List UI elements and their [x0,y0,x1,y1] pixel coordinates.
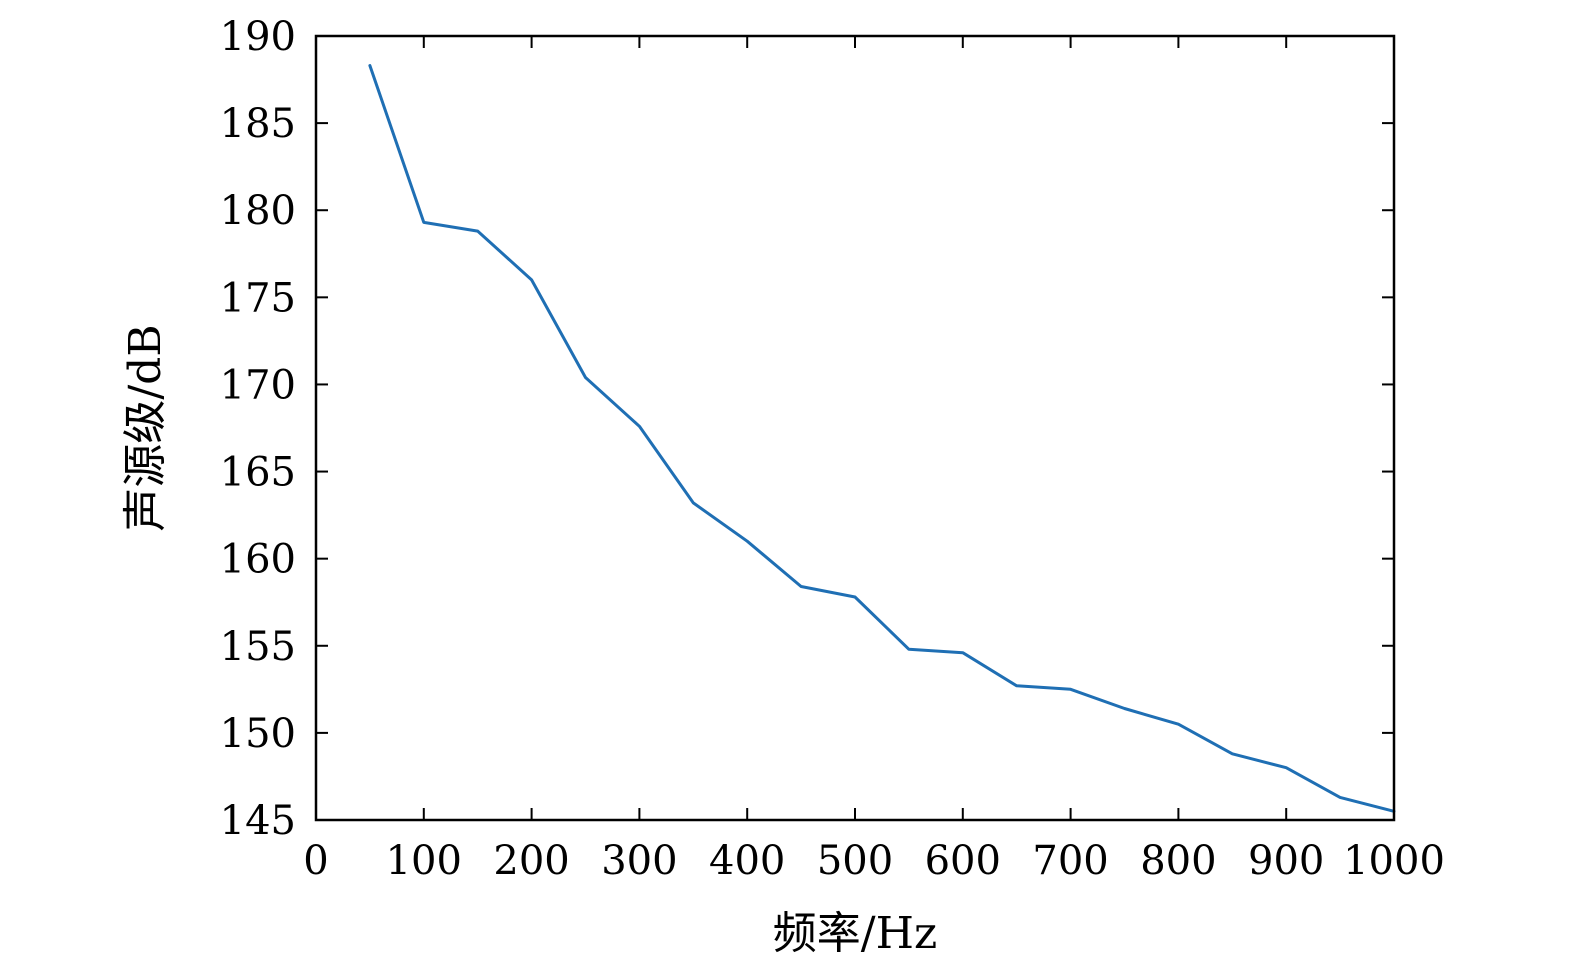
x-tick-label: 1000 [1343,838,1445,884]
y-tick-label: 160 [220,537,296,583]
x-tick-label: 700 [1032,838,1108,884]
y-axis-title: 声源级/dB [120,324,171,531]
x-tick-label: 100 [386,838,462,884]
x-tick-label: 200 [493,838,569,884]
y-tick-label: 155 [220,624,296,670]
y-tick-label: 150 [220,711,296,757]
y-tick-label: 190 [220,14,296,60]
series-layer [368,64,1396,813]
y-tick-label: 170 [220,362,296,408]
x-tick-label: 900 [1248,838,1324,884]
y-tick-label: 145 [220,798,296,844]
x-tick-label: 0 [303,838,328,884]
x-tick-label: 600 [925,838,1001,884]
x-axis-title: 频率/Hz [773,908,937,959]
y-tick-label: 175 [220,275,296,321]
x-tick-label: 300 [601,838,677,884]
x-tick-label: 400 [709,838,785,884]
series-line [368,64,1396,813]
y-tick-label: 165 [220,450,296,496]
y-tick-label: 185 [220,101,296,147]
x-tick-label: 500 [817,838,893,884]
y-tick-label: 180 [220,188,296,234]
x-tick-label: 800 [1140,838,1216,884]
y-axis-ticks: 145 150 155 160 165 170 175 180 185 190 [220,14,1394,844]
x-axis-ticks: 0 100 200 300 400 500 600 700 800 900 1000 [303,36,1445,884]
plot-frame [314,34,1396,822]
